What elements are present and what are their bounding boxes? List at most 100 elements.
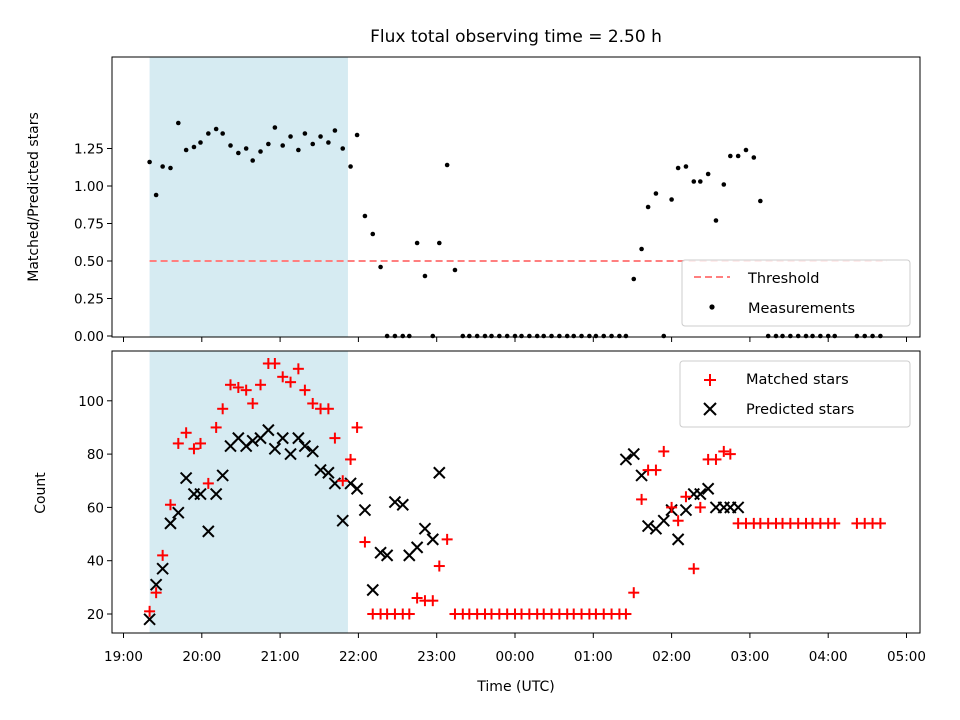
measurement-point xyxy=(384,333,390,339)
predicted-point xyxy=(388,495,402,509)
measurement-point xyxy=(378,264,383,270)
measurement-point xyxy=(406,333,412,339)
measurement-point xyxy=(818,333,823,339)
bottom-plot-marks xyxy=(143,357,886,626)
chart-title: Flux total observing time = 2.50 h xyxy=(370,27,662,47)
matched-point xyxy=(285,376,297,388)
matched-point xyxy=(150,587,162,599)
measurement-point xyxy=(579,333,584,339)
predicted-point xyxy=(276,431,289,445)
predicted-point xyxy=(694,487,707,501)
matched-point xyxy=(337,475,349,487)
measurement-point xyxy=(698,179,703,184)
measurement-point xyxy=(639,246,644,252)
bottom-axes-frame xyxy=(111,350,921,634)
measurement-point xyxy=(153,192,159,198)
measurement-point xyxy=(272,125,278,130)
matched-point xyxy=(829,517,841,529)
measurement-point xyxy=(623,333,629,339)
y-tick-label: 0.75 xyxy=(74,217,104,233)
measurement-point xyxy=(780,333,785,339)
matched-point xyxy=(269,357,281,369)
measurement-point xyxy=(354,132,360,138)
matched-point xyxy=(225,379,237,391)
matched-point xyxy=(292,363,304,375)
y-tick-label: 100 xyxy=(78,394,104,410)
measurement-point xyxy=(519,333,524,339)
measurement-point xyxy=(444,162,450,168)
measurement-point xyxy=(549,333,554,339)
measurement-point xyxy=(460,333,466,339)
measurement-point xyxy=(675,165,681,171)
legend-predicted-swatch xyxy=(703,402,717,416)
predicted-point xyxy=(202,525,215,538)
measurement-point xyxy=(609,333,614,339)
matched-point xyxy=(620,608,632,620)
x-tick-label: 20:00 xyxy=(182,649,221,665)
measurement-point xyxy=(854,333,860,339)
matched-point xyxy=(628,587,640,599)
legend-matched-swatch xyxy=(704,374,716,386)
matched-point xyxy=(694,501,706,513)
matched-point xyxy=(329,432,341,444)
predicted-point xyxy=(209,487,223,501)
measurement-point xyxy=(571,333,577,339)
x-tick-label: 22:00 xyxy=(339,649,378,665)
top-legend-box xyxy=(681,259,911,327)
x-tick-label: 19:00 xyxy=(104,649,143,665)
measurement-point xyxy=(691,179,697,184)
matched-point xyxy=(636,493,648,505)
x-tick-label: 04:00 xyxy=(809,649,848,665)
measurement-point xyxy=(705,171,711,177)
measurement-point xyxy=(147,159,152,165)
measurement-point xyxy=(617,333,622,339)
matched-point xyxy=(688,563,700,575)
measurement-point xyxy=(191,144,197,150)
predicted-point xyxy=(380,549,394,562)
matched-point xyxy=(232,381,244,393)
measurement-point xyxy=(564,333,570,339)
predicted-point xyxy=(358,503,372,517)
measurement-point xyxy=(587,333,592,339)
y-tick-label: 0.00 xyxy=(74,329,104,345)
bottom-axes: Count Time (UTC) 20 40 60 80 100 19:00 20:00 2… xyxy=(33,350,926,695)
measurement-point xyxy=(601,333,607,339)
matched-point xyxy=(345,453,357,465)
measurement-point xyxy=(467,333,472,339)
measurement-point xyxy=(258,149,263,154)
legend-threshold-label: Threshold xyxy=(747,271,819,287)
matched-point xyxy=(164,499,176,511)
measurement-point xyxy=(250,158,255,163)
measurement-point xyxy=(683,164,689,169)
measurement-point xyxy=(645,204,651,210)
y-tick-label: 20 xyxy=(87,607,104,623)
measurement-point xyxy=(735,153,741,159)
matched-point xyxy=(322,403,334,415)
predicted-point xyxy=(284,447,297,461)
measurement-point xyxy=(534,333,540,339)
matched-point xyxy=(351,421,363,433)
predicted-point xyxy=(149,578,163,591)
measurement-point xyxy=(414,240,420,246)
predicted-point xyxy=(679,503,693,517)
predicted-point xyxy=(262,423,275,437)
predicted-point xyxy=(156,562,169,575)
x-tick-label: 05:00 xyxy=(887,649,926,665)
measurement-point xyxy=(832,333,838,339)
predicted-point xyxy=(179,471,193,485)
measurement-point xyxy=(213,126,219,132)
measurement-point xyxy=(773,333,779,339)
x-tick-label: 21:00 xyxy=(261,649,300,665)
matched-point xyxy=(403,608,415,620)
measurement-point xyxy=(758,198,763,204)
measurement-point xyxy=(713,218,719,223)
measurement-point xyxy=(527,333,532,339)
legend-matched-label: Matched stars xyxy=(746,372,849,388)
measurement-point xyxy=(392,333,398,339)
y-tick-label: 60 xyxy=(87,500,104,516)
bottom-y-ticks: 20 40 60 80 100 xyxy=(78,394,112,623)
measurement-point xyxy=(653,191,659,196)
measurement-point xyxy=(631,276,637,282)
predicted-point xyxy=(671,533,685,546)
matched-point xyxy=(277,371,289,383)
